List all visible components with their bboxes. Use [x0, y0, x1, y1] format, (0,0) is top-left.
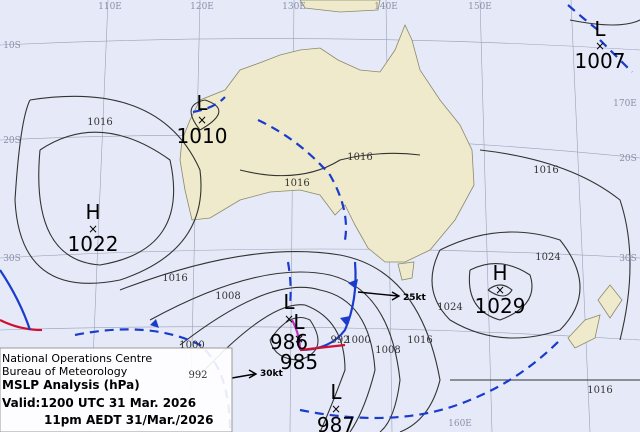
system-symbol: L [283, 290, 295, 314]
center-mark: × [284, 312, 294, 326]
system-pressure: 985 [280, 350, 318, 374]
system-pressure: 987 [317, 413, 355, 432]
isobar-label: 1000 [345, 335, 370, 346]
longitude-label: 140E [374, 2, 398, 12]
isobar-label: 1016 [87, 117, 112, 128]
wind-arrows [231, 291, 401, 379]
latitude-label: 20S [3, 136, 21, 146]
wind-label: 30kt [260, 369, 284, 379]
longitude-label: 170E [613, 99, 637, 109]
isobar-label: 1016 [407, 335, 432, 346]
info-text: 11pm AEDT 31/Mar./2026 [44, 413, 213, 427]
system-pressure: 1022 [68, 232, 119, 256]
info-text: MSLP Analysis (hPa) [2, 378, 140, 392]
isobar-label: 1016 [284, 178, 309, 189]
system-symbol: L [594, 17, 606, 41]
latitude-label: 20S [619, 154, 637, 164]
center-mark: × [595, 39, 605, 53]
isobar-label: 1008 [375, 345, 400, 356]
longitude-label: 110E [98, 2, 122, 12]
system-pressure: 1007 [575, 49, 626, 73]
latitude-label: 30S [619, 254, 637, 264]
latitude-label: 30S [3, 254, 21, 264]
info-text: Bureau of Meteorology [2, 365, 128, 378]
system-symbol: L [293, 310, 305, 334]
system-pressure: 986 [270, 330, 308, 354]
longitude-label: 130E [282, 2, 306, 12]
center-mark: × [331, 402, 341, 416]
longitude-label: 150E [468, 2, 492, 12]
longitude-label: 120E [190, 2, 214, 12]
system-pressure: 1010 [177, 124, 228, 148]
longitude-label: 160E [448, 419, 472, 429]
isobar-label: 1024 [535, 252, 560, 263]
isobar-label: 1016 [162, 273, 187, 284]
isobar-label: 1016 [533, 165, 558, 176]
land [179, 0, 623, 349]
system-symbol: L [330, 380, 342, 404]
latitude-label: 10S [3, 41, 21, 51]
system-symbol: H [85, 200, 100, 224]
system-pressure: 1029 [475, 294, 526, 318]
system-symbol: L [196, 91, 208, 115]
info-box [0, 347, 233, 432]
center-mark: × [294, 332, 304, 346]
isobar-label: 1008 [215, 291, 240, 302]
center-mark: × [88, 222, 98, 236]
isobars [14, 19, 640, 432]
info-text: Valid:1200 UTC 31 Mar. 2026 [2, 396, 196, 410]
isobar-label: 1016 [587, 385, 612, 396]
system-symbol: H [492, 261, 507, 285]
wind-label: 25kt [403, 293, 427, 303]
isobar-label: 1000 [179, 340, 204, 351]
info-text: National Operations Centre [2, 352, 152, 365]
isobar-label: 992 [330, 335, 349, 346]
center-mark: × [197, 113, 207, 127]
isobar-label: 992 [188, 370, 207, 381]
isobar-label: 1016 [347, 152, 372, 163]
isobar-label: 1024 [437, 302, 462, 313]
center-mark: × [495, 283, 505, 297]
